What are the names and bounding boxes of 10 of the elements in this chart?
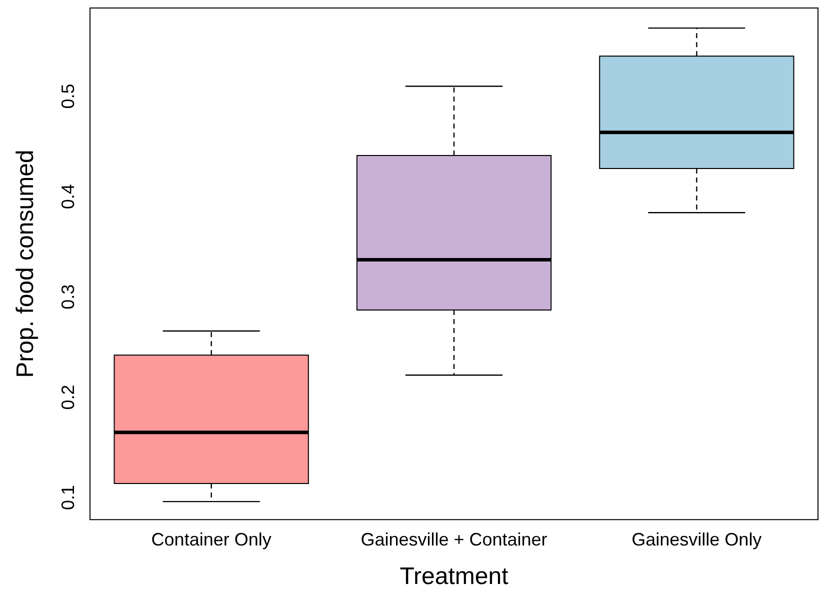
y-tick-label: 0.4: [58, 184, 78, 210]
y-tick-label: 0.1: [58, 485, 78, 510]
y-tick-label: 0.3: [58, 284, 78, 310]
x-tick-label: Container Only: [151, 529, 272, 550]
y-tick-label: 0.2: [58, 384, 78, 410]
x-axis-title: Treatment: [400, 563, 509, 590]
y-axis-title: Prop. food consumed: [12, 150, 40, 378]
x-tick-label: Gainesville Only: [632, 529, 762, 550]
x-tick-label: Gainesville + Container: [360, 529, 548, 550]
y-tick-label: 0.5: [58, 84, 78, 109]
